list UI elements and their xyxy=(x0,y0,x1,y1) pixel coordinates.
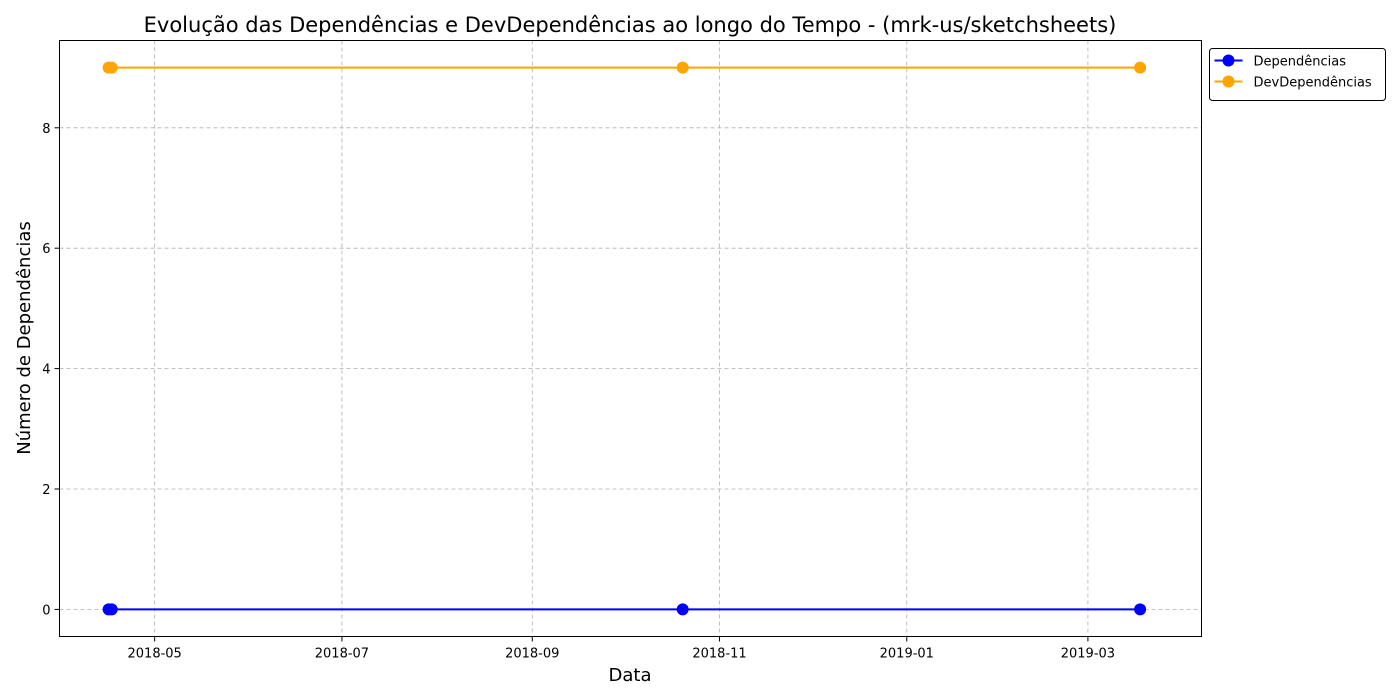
x-tick-label: 2018-07 xyxy=(315,647,369,662)
y-axis-title: Número de Dependências xyxy=(14,221,35,455)
data-point-devdepend-ncias xyxy=(676,61,689,74)
x-axis-title: Data xyxy=(609,665,652,686)
chart-title: Evolução das Dependências e DevDependênc… xyxy=(144,13,1117,37)
y-tick-label: 8 xyxy=(42,122,50,137)
x-tick-label: 2018-05 xyxy=(128,647,182,662)
x-tick-label: 2018-09 xyxy=(505,647,559,662)
legend-box xyxy=(1209,48,1386,101)
data-point-depend-ncias xyxy=(1134,603,1147,616)
data-point-devdepend-ncias xyxy=(105,61,118,74)
plot-area-frame xyxy=(59,40,1202,637)
y-tick-label: 2 xyxy=(42,483,50,498)
series-layer xyxy=(102,61,1147,616)
grid xyxy=(59,40,1202,637)
y-tick-label: 0 xyxy=(42,603,50,618)
y-tick-label: 4 xyxy=(42,363,50,378)
data-point-devdepend-ncias xyxy=(1134,61,1147,74)
data-point-depend-ncias xyxy=(676,603,689,616)
x-tick-label: 2019-01 xyxy=(880,647,934,662)
legend-marker-depend-ncias xyxy=(1222,54,1235,67)
legend-marker-devdepend-ncias xyxy=(1222,75,1235,88)
legend-label-devdepend-ncias: DevDependências xyxy=(1254,76,1372,91)
x-tick-label: 2019-03 xyxy=(1061,647,1115,662)
legend-label-depend-ncias: Dependências xyxy=(1254,55,1347,70)
data-point-depend-ncias xyxy=(105,603,118,616)
legend: Dependências DevDependências xyxy=(1209,48,1386,101)
y-tick-label: 6 xyxy=(42,242,50,257)
axes: 2018-05 2018-07 2018-09 2018-11 2019-01 2019-… xyxy=(42,122,1115,662)
x-tick-label: 2018-11 xyxy=(692,647,746,662)
